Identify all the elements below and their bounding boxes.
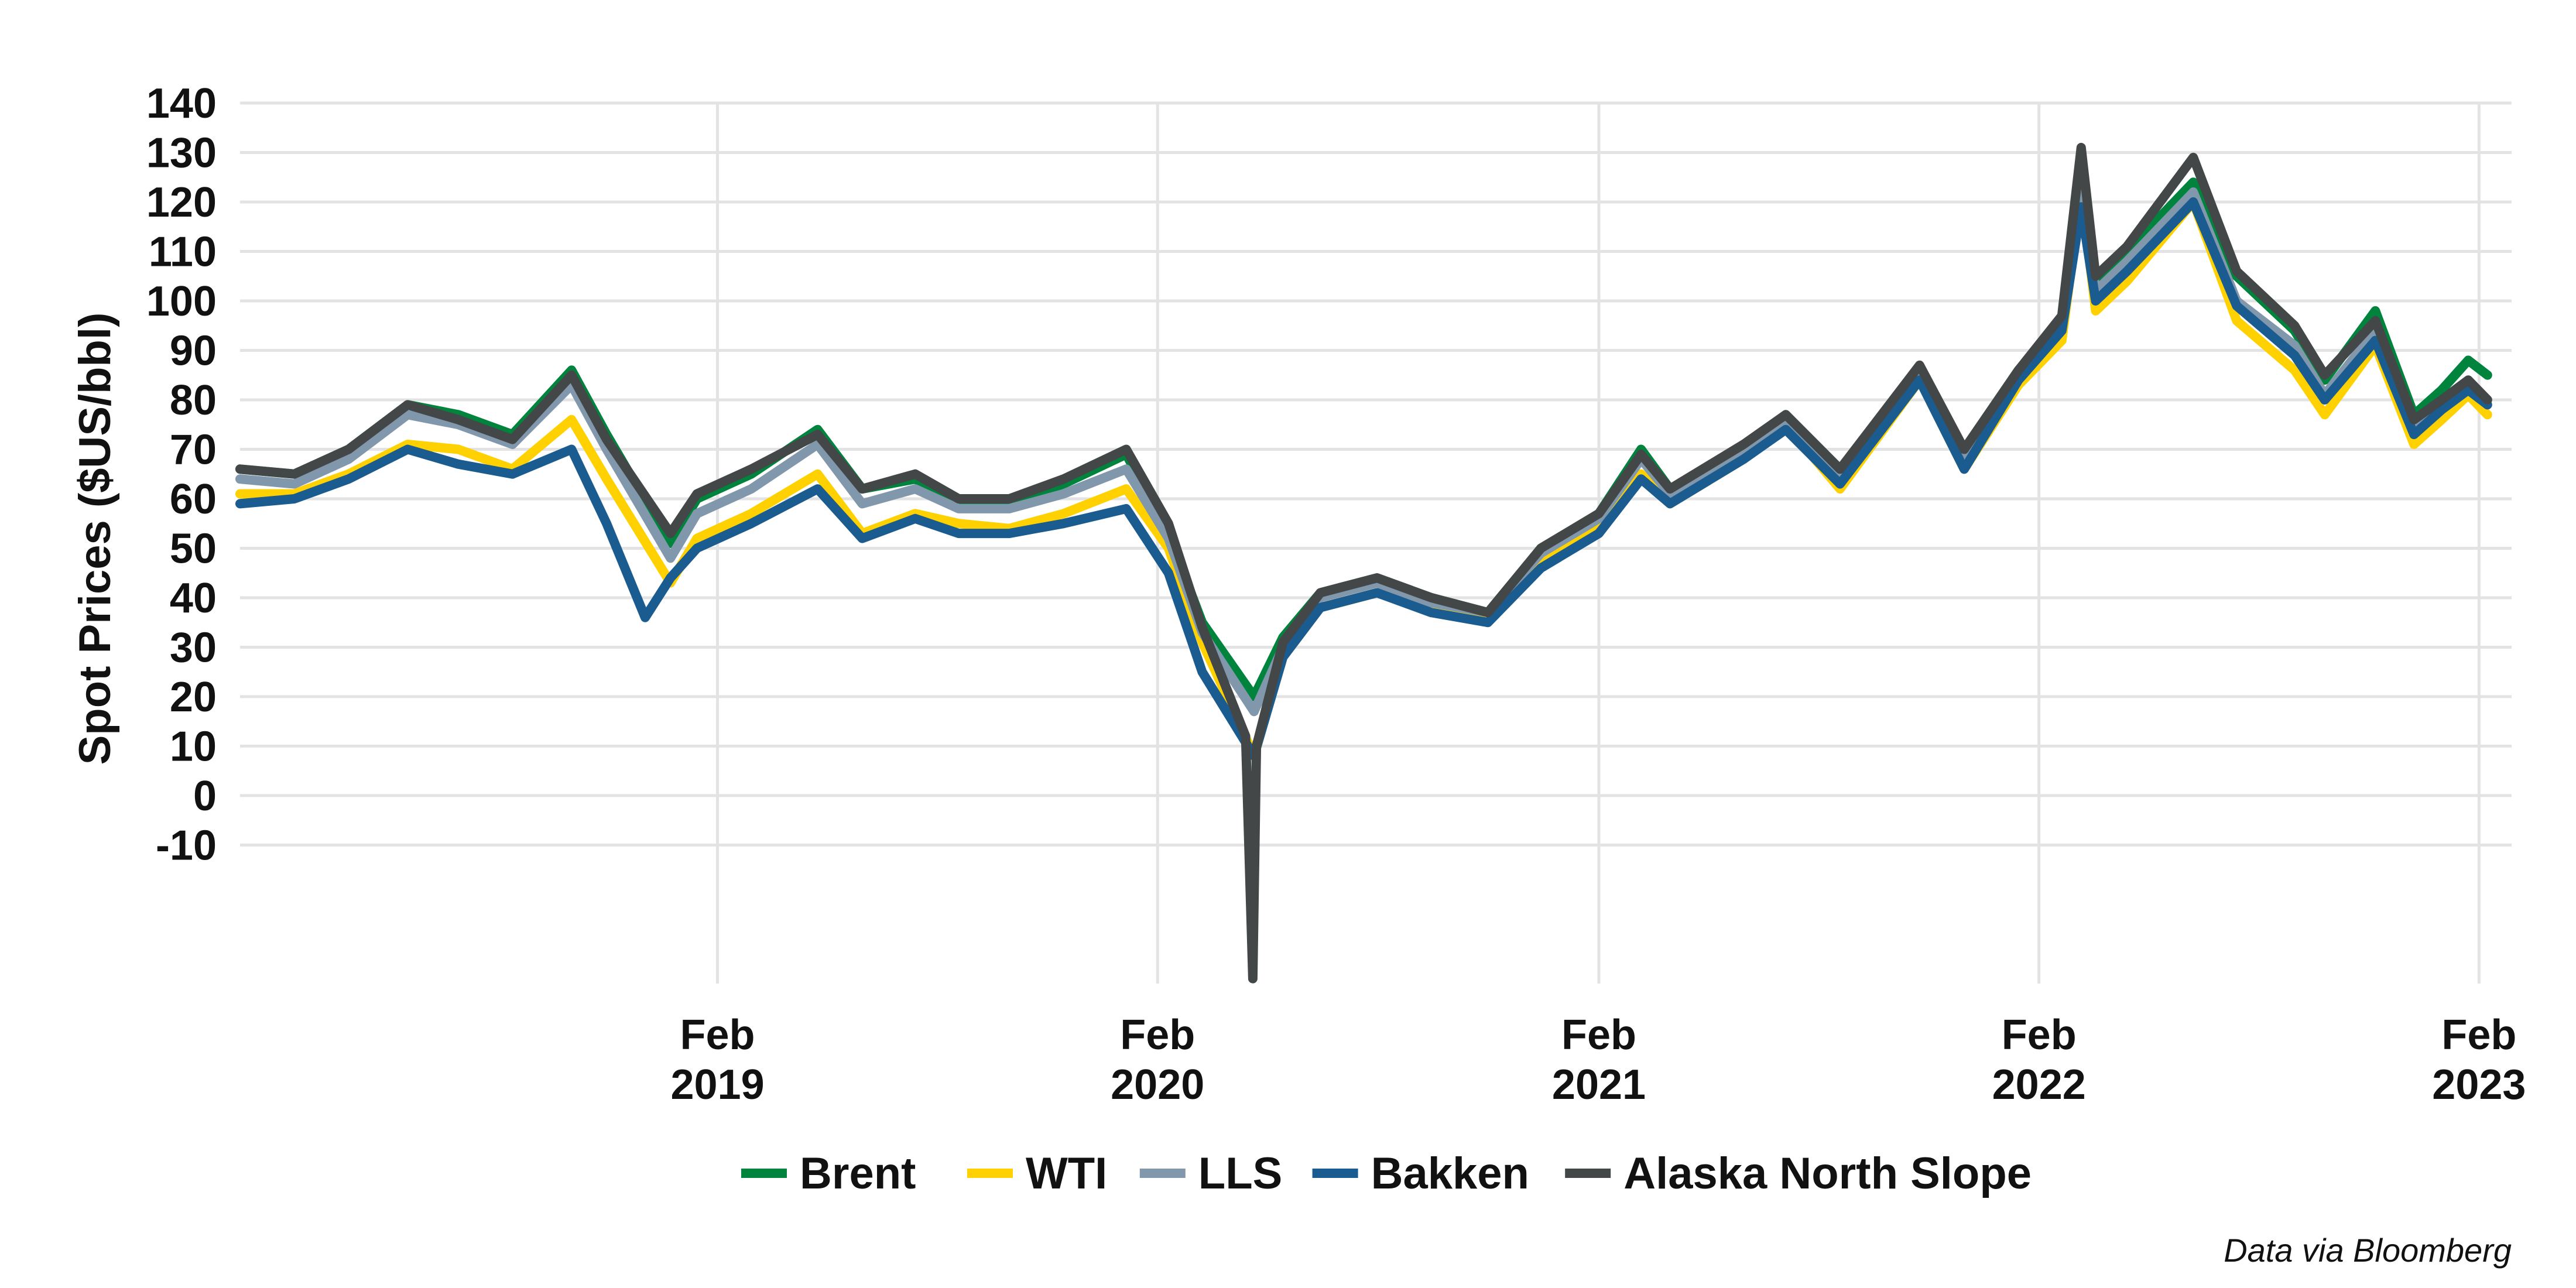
y-axis-label: Spot Prices ($US/bbl) bbox=[70, 313, 120, 765]
legend-label: Bakken bbox=[1371, 1149, 1529, 1198]
x-tick-label: 2020 bbox=[1111, 1061, 1204, 1108]
y-tick-label: 70 bbox=[170, 426, 217, 473]
y-tick-label: 120 bbox=[146, 179, 217, 226]
y-tick-label: 50 bbox=[170, 525, 217, 572]
x-tick-label: 2022 bbox=[1992, 1061, 2086, 1108]
y-tick-label: 0 bbox=[193, 773, 217, 820]
y-tick-label: 40 bbox=[170, 575, 217, 622]
x-tick-label: 2023 bbox=[2432, 1061, 2526, 1108]
series-line-alaska-north-slope bbox=[235, 143, 2492, 984]
series-lines bbox=[235, 143, 2492, 984]
series-line-lls bbox=[235, 167, 2492, 717]
chart-caption: Data via Bloomberg bbox=[2224, 1232, 2512, 1269]
x-tick-label: Feb bbox=[1120, 1012, 1195, 1059]
x-tick-label: Feb bbox=[680, 1012, 755, 1059]
x-tick-label: Feb bbox=[2002, 1012, 2077, 1059]
y-tick-label: 130 bbox=[146, 129, 217, 176]
x-tick-label: 2021 bbox=[1552, 1061, 1646, 1108]
x-tick-label: 2019 bbox=[670, 1061, 764, 1108]
y-tick-label: 20 bbox=[170, 674, 217, 721]
y-tick-label: 30 bbox=[170, 624, 217, 671]
y-tick-label: 140 bbox=[146, 80, 217, 127]
x-tick-label: Feb bbox=[2441, 1012, 2516, 1059]
y-tick-label: 60 bbox=[170, 476, 217, 523]
legend: Brent WTI LLS Bakken Alaska North Slope bbox=[741, 1149, 2032, 1198]
legend-label: Brent bbox=[800, 1149, 916, 1198]
y-tick-label: 100 bbox=[146, 278, 217, 325]
y-tick-label: 80 bbox=[170, 377, 217, 424]
legend-label: LLS bbox=[1198, 1149, 1283, 1198]
legend-label: Alaska North Slope bbox=[1623, 1149, 2032, 1198]
x-tick-label: Feb bbox=[1561, 1012, 1636, 1059]
y-tick-label: 110 bbox=[149, 228, 217, 275]
series-line-bakken bbox=[235, 197, 2492, 761]
y-tick-label: 10 bbox=[170, 723, 217, 770]
legend-label: WTI bbox=[1026, 1149, 1107, 1198]
y-tick-label: 90 bbox=[170, 327, 217, 374]
y-tick-label: -10 bbox=[156, 822, 217, 869]
